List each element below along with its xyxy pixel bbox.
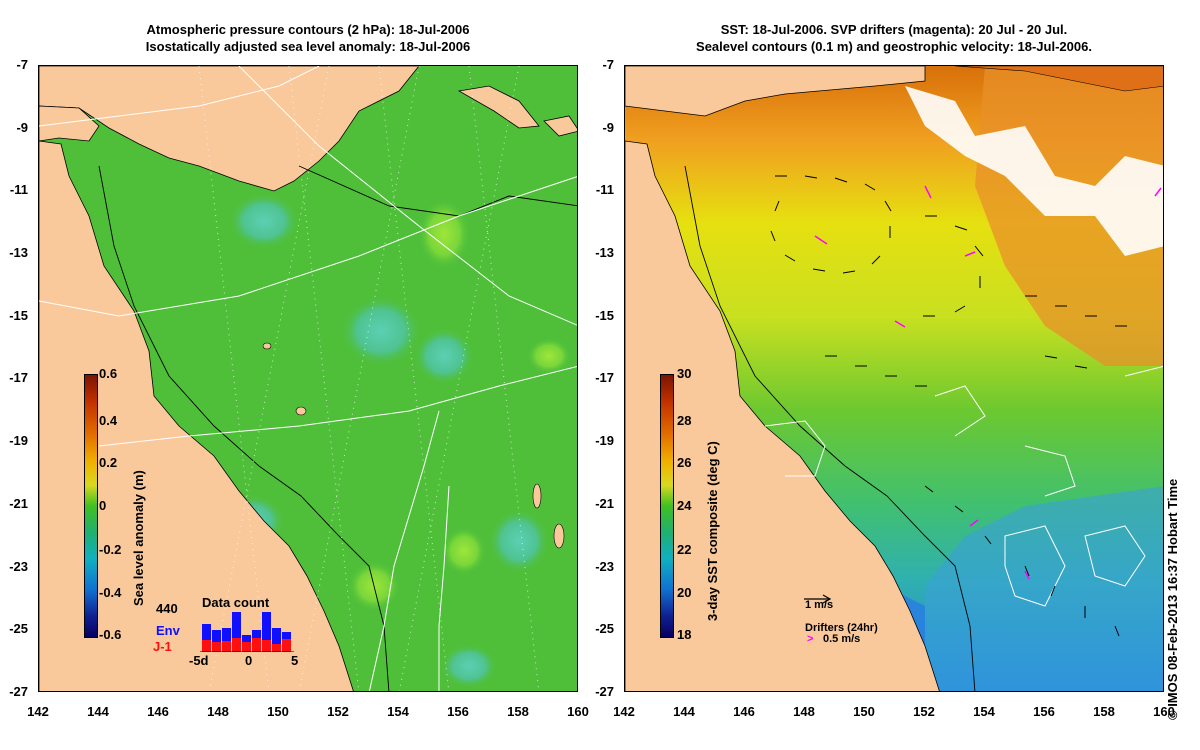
data-count-j1-label: J-1 [153, 639, 172, 654]
right-y-tick: -19 [595, 433, 614, 448]
left-x-tick: 142 [27, 704, 49, 719]
left-y-tick: -25 [9, 621, 28, 636]
sla-colorbar-tick: -0.6 [99, 627, 122, 642]
left-y-tick: -7 [16, 57, 28, 72]
left-y-tick: -23 [9, 559, 28, 574]
left-x-tick: 146 [147, 704, 169, 719]
right-y-tick: -15 [595, 308, 614, 323]
right-x-tick: 144 [673, 704, 695, 719]
velocity-arrows [770, 175, 1127, 637]
right-y-tick: -7 [602, 57, 614, 72]
left-y-tick: -11 [9, 182, 28, 197]
data-count-xtick: 0 [245, 653, 253, 668]
left-title-line1: Atmospheric pressure contours (2 hPa): 1… [146, 22, 470, 37]
sla-colorbar-label: Sea level anomaly (m) [131, 470, 146, 606]
left-x-tick: 154 [387, 704, 409, 719]
left-y-tick: -15 [9, 308, 28, 323]
left-x-tick: 158 [507, 704, 529, 719]
left-y-tick: -17 [9, 370, 28, 385]
sla-colorbar-tick: -0.4 [99, 585, 122, 600]
data-count-total: 440 [156, 601, 178, 616]
sst-map [625, 66, 1163, 691]
left-x-tick: 160 [567, 704, 589, 719]
sla-colorbar-tick: -0.2 [99, 542, 122, 557]
sla-colorbar-tick: 0.4 [99, 413, 118, 428]
drifters-legend-title: Drifters (24hr) [805, 622, 878, 634]
right-y-tick: -23 [595, 559, 614, 574]
sst-colorbar-tick: 20 [677, 585, 692, 600]
sst-colorbar-tick: 30 [677, 366, 692, 381]
right-y-tick: -17 [595, 370, 614, 385]
left-y-tick: -13 [9, 245, 28, 260]
sea-level-anomaly-map [39, 66, 577, 691]
left-title-line2: Isostatically adjusted sea level anomaly… [145, 39, 471, 54]
data-count-histogram [200, 612, 294, 652]
data-count-xtick: -5d [189, 653, 209, 668]
left-x-tick: 156 [447, 704, 469, 719]
left-y-tick: -9 [16, 120, 28, 135]
right-title-line2: Sealevel contours (0.1 m) and geostrophi… [696, 39, 1092, 54]
right-x-tick: 160 [1153, 704, 1175, 719]
data-count-title: Data count [202, 595, 270, 610]
sst-colorbar-tick: 24 [677, 498, 692, 513]
right-y-tick: -25 [595, 621, 614, 636]
right-title-line1: SST: 18-Jul-2006. SVP drifters (magenta)… [720, 22, 1068, 37]
sla-colorbar-tick: 0 [99, 498, 107, 513]
right-x-tick: 154 [973, 704, 995, 719]
right-x-tick: 150 [853, 704, 875, 719]
sst-colorbar-tick: 26 [677, 455, 692, 470]
drifter-legend-arrow: > [807, 633, 814, 645]
left-y-tick: -21 [9, 496, 28, 511]
sea-level-colorbar [84, 374, 98, 638]
left-y-tick: -27 [9, 684, 28, 699]
right-y-tick: -27 [595, 684, 614, 699]
right-x-tick: 156 [1033, 704, 1055, 719]
right-y-tick: -21 [595, 496, 614, 511]
sla-colorbar-tick: 0.6 [99, 366, 118, 381]
sst-colorbar [660, 374, 674, 638]
right-x-tick: 158 [1093, 704, 1115, 719]
left-x-tick: 148 [207, 704, 229, 719]
sst-colorbar-tick: 28 [677, 413, 692, 428]
data-count-env-label: Env [156, 623, 180, 638]
right-x-tick: 152 [913, 704, 935, 719]
right-y-tick: -11 [595, 182, 614, 197]
right-y-tick: -9 [602, 120, 614, 135]
sla-colorbar-tick: 0.2 [99, 455, 118, 470]
left-y-tick: -19 [9, 433, 28, 448]
velocity-scale-label: 1 m/s [805, 599, 834, 611]
left-x-tick: 144 [87, 704, 109, 719]
right-x-tick: 148 [793, 704, 815, 719]
right-x-tick: 142 [613, 704, 635, 719]
left-x-tick: 152 [327, 704, 349, 719]
sst-colorbar-tick: 22 [677, 542, 692, 557]
data-count-xtick: 5 [291, 653, 299, 668]
velocity-scale-arrow [804, 594, 832, 604]
drifters-legend-speed: 0.5 m/s [823, 633, 861, 645]
left-x-tick: 150 [267, 704, 289, 719]
right-x-tick: 146 [733, 704, 755, 719]
sst-colorbar-label: 3-day SST composite (deg C) [705, 441, 720, 621]
copyright-note: © IMOS 08-Feb-2013 16:37 Hobart Time [1165, 478, 1180, 720]
drifter-tracks [814, 185, 1162, 580]
right-map: 30 28 26 24 22 20 18 3-day SST composite… [624, 65, 1164, 692]
right-y-tick: -13 [595, 245, 614, 260]
left-map: 0.6 0.4 0.2 0 -0.2 -0.4 -0.6 Sea level a… [38, 65, 578, 692]
sst-colorbar-tick: 18 [677, 627, 692, 642]
